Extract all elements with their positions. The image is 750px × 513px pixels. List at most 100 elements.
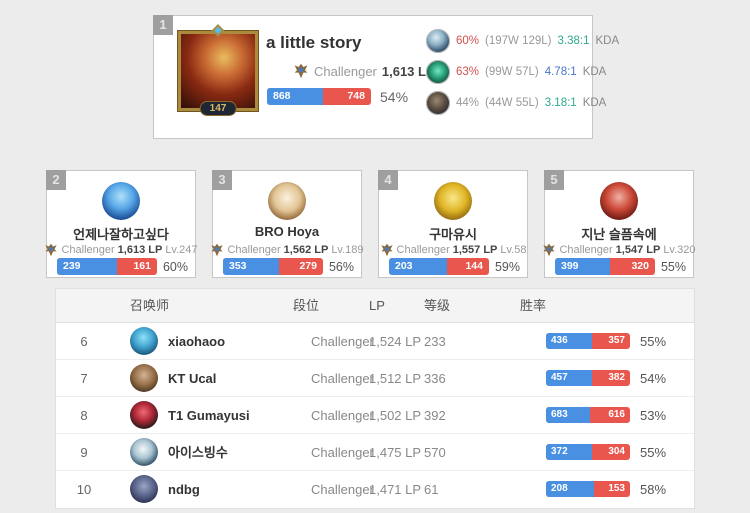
tier-label: Challenger bbox=[61, 244, 115, 256]
winrate-bar-cell: 208 153 bbox=[546, 481, 630, 497]
player-card[interactable]: 5 지난 슬픔속에 Challenger 1,547 LP Lv.320 399… bbox=[543, 170, 696, 278]
tier-label: Challenger bbox=[396, 244, 450, 256]
wins-segment bbox=[546, 481, 595, 497]
summoner-avatar bbox=[102, 182, 140, 220]
champion-record: (99W 57L) bbox=[485, 66, 539, 78]
summoner-avatar bbox=[130, 438, 158, 466]
challenger-emblem-icon bbox=[294, 63, 308, 79]
summoner-avatar: 147 bbox=[177, 24, 259, 116]
lp-value: 1,613 LP bbox=[117, 244, 163, 256]
tier-line: Challenger 1,557 LP Lv.58 bbox=[379, 243, 527, 257]
player-card[interactable]: 2 언제나잘하고싶다 Challenger 1,613 LP Lv.247 23… bbox=[45, 170, 198, 278]
challenger-emblem-icon bbox=[543, 243, 556, 257]
tier-label: Challenger bbox=[311, 334, 374, 349]
player-card[interactable]: 4 구마유시 Challenger 1,557 LP Lv.58 203 144… bbox=[378, 170, 528, 278]
summoner-avatar bbox=[130, 475, 158, 503]
losses-count: 320 bbox=[631, 260, 649, 272]
winrate-percent: 55% bbox=[660, 259, 686, 274]
winrate-percent: 59% bbox=[494, 259, 520, 274]
winrate-percent: 56% bbox=[328, 259, 354, 274]
champion-icon bbox=[426, 91, 450, 115]
summoner-name[interactable]: a little story bbox=[266, 33, 362, 52]
table-row[interactable]: 10 ndbg Challenger 1,471 LP 61 208 153 5… bbox=[56, 471, 694, 508]
wins-count: 683 bbox=[551, 409, 568, 420]
summoner-name[interactable]: xiaohaoo bbox=[168, 334, 226, 349]
level-value: 61 bbox=[424, 482, 439, 497]
losses-count: 144 bbox=[465, 260, 483, 272]
summoner-name[interactable]: ndbg bbox=[168, 482, 200, 497]
losses-count: 382 bbox=[608, 372, 625, 383]
challenger-emblem-icon bbox=[211, 243, 224, 257]
champion-icon bbox=[426, 29, 450, 53]
winrate-percent: 54% bbox=[640, 371, 667, 386]
summoner-name[interactable]: 구마유시 bbox=[429, 227, 477, 242]
lp-value: 1,475 LP bbox=[369, 445, 422, 460]
champion-kda-ratio: 4.78:1 bbox=[544, 66, 577, 78]
tier-label: Challenger bbox=[311, 445, 374, 460]
summoner-avatar bbox=[434, 182, 472, 220]
lp-value: 1,524 LP bbox=[369, 334, 422, 349]
winrate-bar: 457 382 bbox=[546, 370, 630, 386]
losses-count: 357 bbox=[608, 335, 625, 346]
champion-kda-ratio: 3.38:1 bbox=[557, 35, 590, 47]
wins-segment bbox=[546, 370, 592, 386]
winrate-bar-cell: 457 382 bbox=[546, 370, 630, 386]
wins-segment bbox=[546, 407, 591, 423]
header-winrate: 胜率 bbox=[520, 298, 547, 313]
lp-value: 1,471 LP bbox=[369, 482, 422, 497]
winrate-bar: 239 161 bbox=[57, 258, 157, 275]
winrate-percent: 55% bbox=[640, 445, 667, 460]
header-tier: 段位 bbox=[293, 298, 320, 313]
header-level: 等级 bbox=[424, 298, 451, 313]
table-row[interactable]: 8 T1 Gumayusi Challenger 1,502 LP 392 68… bbox=[56, 397, 694, 434]
rank-badge: 4 bbox=[378, 170, 398, 190]
winrate-bar: 399 320 bbox=[555, 258, 655, 275]
winrate-bar-cell: 683 616 bbox=[546, 407, 630, 423]
summoner-avatar bbox=[600, 182, 638, 220]
summoner-name[interactable]: T1 Gumayusi bbox=[168, 408, 250, 423]
champion-record: (197W 129L) bbox=[485, 35, 552, 47]
lp-value: 1,512 LP bbox=[369, 371, 422, 386]
champion-stat-row: 44% (44W 55L) 3.18:1 KDA bbox=[426, 91, 619, 115]
wins-segment bbox=[267, 88, 323, 105]
table-row[interactable]: 6 xiaohaoo Challenger 1,524 LP 233 436 3… bbox=[56, 323, 694, 360]
tier-label: Challenger bbox=[311, 482, 374, 497]
rank-number: 9 bbox=[80, 445, 88, 460]
rank-badge: 1 bbox=[153, 15, 173, 35]
level-value: Lv.189 bbox=[331, 244, 364, 256]
summoner-name[interactable]: BRO Hoya bbox=[254, 224, 320, 239]
summoner-avatar bbox=[130, 364, 158, 392]
tier-line: Challenger 1,562 LP Lv.189 bbox=[211, 243, 364, 257]
table-header: 召唤师 段位 LP 等级 胜率 bbox=[56, 289, 694, 323]
winrate-row: 353 279 56% bbox=[223, 258, 354, 275]
champion-record: (44W 55L) bbox=[485, 97, 539, 109]
winrate-bar: 868 748 bbox=[267, 88, 371, 105]
winrate-percent: 60% bbox=[162, 259, 188, 274]
summoner-name[interactable]: 언제나잘하고싶다 bbox=[73, 227, 169, 242]
summoner-name[interactable]: 아이스빙수 bbox=[168, 445, 228, 460]
winrate-bar-cell: 436 357 bbox=[546, 333, 630, 349]
wins-segment bbox=[389, 258, 448, 275]
table-row[interactable]: 9 아이스빙수 Challenger 1,475 LP 570 372 304 … bbox=[56, 434, 694, 471]
lp-value: 1,502 LP bbox=[369, 408, 422, 423]
rank-number: 10 bbox=[76, 482, 92, 497]
wins-count: 239 bbox=[63, 260, 81, 272]
champion-winrate: 60% bbox=[456, 35, 480, 47]
tier-label: Challenger bbox=[311, 371, 374, 386]
featured-player-card[interactable]: 1 147 a little story Challenger 1,613 LP… bbox=[153, 15, 619, 139]
table-row[interactable]: 7 KT Ucal Challenger 1,512 LP 336 457 38… bbox=[56, 360, 694, 397]
losses-count: 304 bbox=[608, 446, 625, 457]
summoner-name[interactable]: 지난 슬픔속에 bbox=[581, 227, 657, 242]
tier-label: Challenger bbox=[314, 63, 377, 79]
header-lp: LP bbox=[369, 298, 385, 313]
top-champions-list: 60% (197W 129L) 3.38:1 KDA 63% (99W 57L)… bbox=[426, 29, 619, 115]
lp-value: 1,562 LP bbox=[283, 244, 329, 256]
summoner-name[interactable]: KT Ucal bbox=[168, 371, 217, 386]
winrate-row: 203 144 59% bbox=[389, 258, 520, 275]
winrate-row: 399 320 55% bbox=[555, 258, 686, 275]
crown-gem-icon bbox=[211, 24, 225, 37]
player-card[interactable]: 3 BRO Hoya Challenger 1,562 LP Lv.189 35… bbox=[211, 170, 364, 278]
champion-stat-row: 60% (197W 129L) 3.38:1 KDA bbox=[426, 29, 619, 53]
wins-count: 208 bbox=[551, 483, 568, 494]
